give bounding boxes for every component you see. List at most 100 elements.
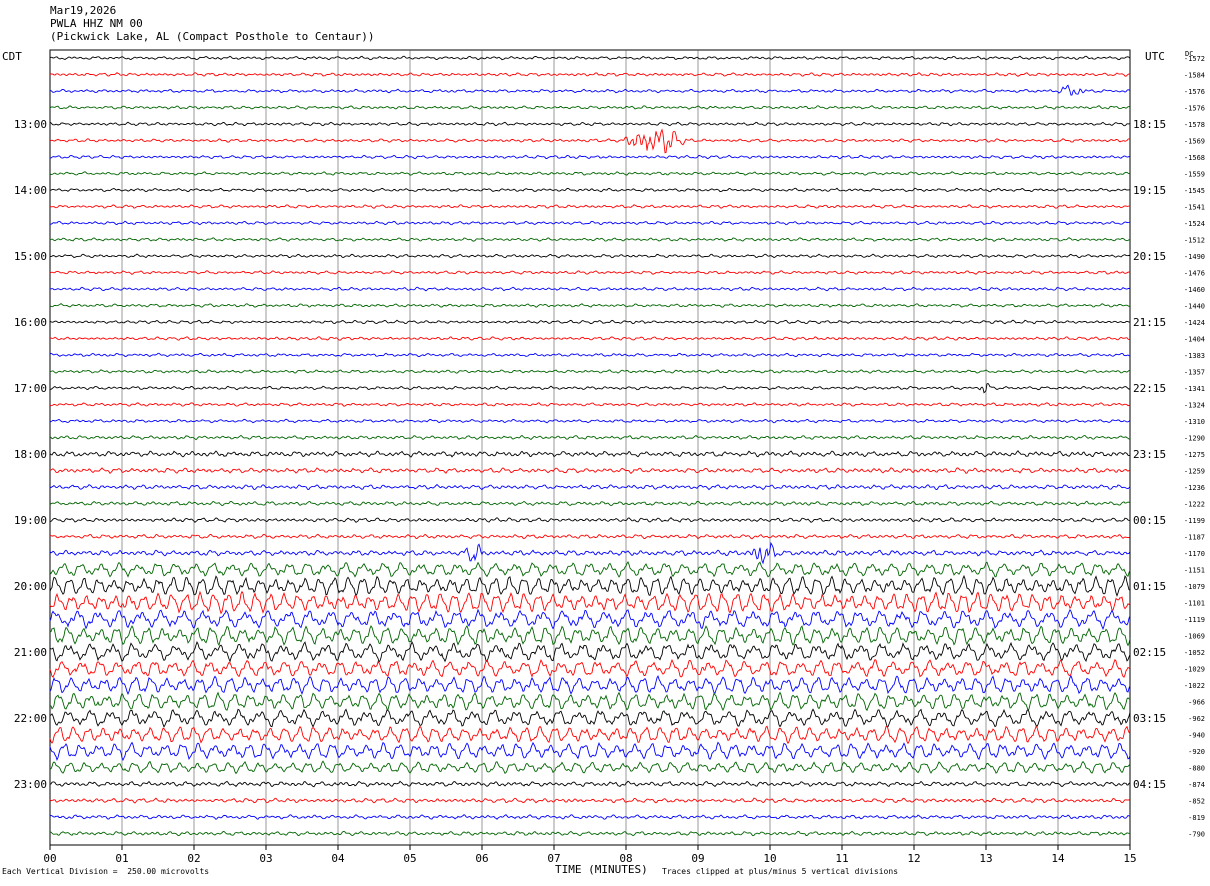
trace-line	[49, 434, 1131, 441]
trace-line	[49, 725, 1131, 745]
left-hour-label: 13:00	[14, 118, 47, 131]
x-tick-label: 05	[403, 852, 416, 865]
dc-offset-label: -1568	[1184, 154, 1205, 162]
x-tick-label: 14	[1051, 852, 1065, 865]
right-hour-label: 23:15	[1133, 448, 1166, 461]
dc-offset-label: -1151	[1184, 567, 1205, 575]
time-axis: 00 01 02 03 04 05 06 07 08 09 10 11 12 13 14 15	[43, 845, 1137, 865]
dc-offset-label: -1119	[1184, 616, 1205, 624]
footer-clip-note: Traces clipped at plus/minus 5 vertical …	[662, 867, 899, 876]
station-date: Mar19,2026	[50, 4, 117, 17]
left-hour-label: 16:00	[14, 316, 47, 329]
dc-offset-label: -1578	[1184, 121, 1205, 129]
dc-offset-label: -790	[1188, 831, 1205, 839]
dc-offset-label: -966	[1188, 699, 1205, 707]
trace-line	[49, 105, 1131, 110]
dc-offset-label: -1512	[1184, 237, 1205, 245]
trace-line	[49, 171, 1131, 176]
x-tick-label: 12	[907, 852, 920, 865]
x-tick-label: 02	[187, 852, 200, 865]
trace-line	[49, 84, 1131, 96]
left-hour-label: 15:00	[14, 250, 47, 263]
trace-line	[49, 319, 1130, 325]
trace-line	[49, 72, 1131, 77]
trace-line	[49, 574, 1131, 598]
dc-offset-label: -1079	[1184, 583, 1205, 591]
dc-offset-label: -1404	[1184, 336, 1205, 344]
dc-offset-label: -940	[1188, 732, 1205, 740]
trace-line	[49, 220, 1131, 226]
dc-offset-label: -1559	[1184, 171, 1205, 179]
dc-offset-label: -1572	[1184, 55, 1205, 63]
trace-line	[49, 128, 1131, 154]
trace-line	[49, 541, 1131, 565]
x-tick-label: 09	[691, 852, 704, 865]
trace-line	[50, 286, 1131, 292]
dc-offset-label: -1324	[1184, 402, 1205, 410]
trace-line	[49, 336, 1130, 341]
footer-scale-note: Each Vertical Division = 250.00 microvol…	[2, 867, 210, 876]
trace-line	[49, 533, 1131, 540]
dc-offset-label: -1275	[1184, 451, 1205, 459]
right-hour-label: 18:15	[1133, 118, 1166, 131]
x-tick-label: 00	[43, 852, 56, 865]
station-code: PWLA HHZ NM 00	[50, 17, 143, 30]
trace-line	[49, 814, 1131, 820]
right-hour-label: 21:15	[1133, 316, 1166, 329]
dc-offset-label: -1310	[1184, 418, 1205, 426]
trace-line	[49, 708, 1131, 728]
dc-offset-label: -1259	[1184, 468, 1205, 476]
trace-line	[49, 624, 1131, 647]
x-tick-label: 08	[619, 852, 632, 865]
dc-offset-label: -1187	[1184, 534, 1205, 542]
dc-offset-label: -880	[1188, 765, 1205, 773]
x-tick-label: 04	[331, 852, 345, 865]
left-hour-label: 22:00	[14, 712, 47, 725]
dc-offset-label: -1341	[1184, 385, 1205, 393]
right-hour-label: 01:15	[1133, 580, 1166, 593]
trace-line	[49, 204, 1131, 209]
trace-line	[50, 467, 1131, 475]
trace-line	[49, 154, 1131, 160]
dc-offset-label: -1022	[1184, 682, 1205, 690]
trace-line	[49, 483, 1131, 491]
trace-line	[49, 561, 1131, 578]
dc-offset-label: -874	[1188, 781, 1205, 789]
dc-offset-label: -1576	[1184, 88, 1205, 96]
right-hour-label: 00:15	[1133, 514, 1166, 527]
x-axis-title: TIME (MINUTES)	[555, 863, 648, 876]
right-hour-label: 03:15	[1133, 712, 1166, 725]
x-tick-label: 10	[763, 852, 776, 865]
dc-offset-label: -1576	[1184, 105, 1205, 113]
dc-offset-label: -962	[1188, 715, 1205, 723]
trace-line	[50, 369, 1131, 374]
dc-offset-label: -1476	[1184, 270, 1205, 278]
plot-frame	[49, 49, 1131, 846]
dc-offset-label: -1440	[1184, 303, 1205, 311]
dc-offset-label: -1052	[1184, 649, 1205, 657]
station-description: (Pickwick Lake, AL (Compact Posthole to …	[50, 30, 375, 43]
trace-line	[49, 590, 1131, 615]
left-hour-label: 20:00	[14, 580, 47, 593]
x-tick-label: 01	[115, 852, 128, 865]
right-hour-label: 04:15	[1133, 778, 1166, 791]
trace-line	[50, 187, 1131, 193]
trace-line	[49, 741, 1131, 761]
dc-offset-label: -1357	[1184, 369, 1205, 377]
trace-line	[49, 253, 1131, 259]
dc-offset-header: DC	[1185, 50, 1194, 58]
trace-line	[50, 691, 1131, 712]
right-hour-label: 19:15	[1133, 184, 1166, 197]
hour-labels: -1572 -1584 -1576 -1576 -1578 -1569 -1568 -1559…	[14, 55, 1205, 839]
trace-line	[49, 760, 1131, 775]
trace-line	[49, 270, 1131, 275]
right-hour-label: 22:15	[1133, 382, 1166, 395]
trace-line	[49, 797, 1131, 804]
dc-offset-label: -1170	[1184, 550, 1205, 558]
x-tick-label: 13	[979, 852, 992, 865]
right-hour-label: 02:15	[1133, 646, 1166, 659]
x-tick-label: 11	[835, 852, 848, 865]
right-hour-label: 20:15	[1133, 250, 1166, 263]
dc-offset-label: -1424	[1184, 319, 1205, 327]
